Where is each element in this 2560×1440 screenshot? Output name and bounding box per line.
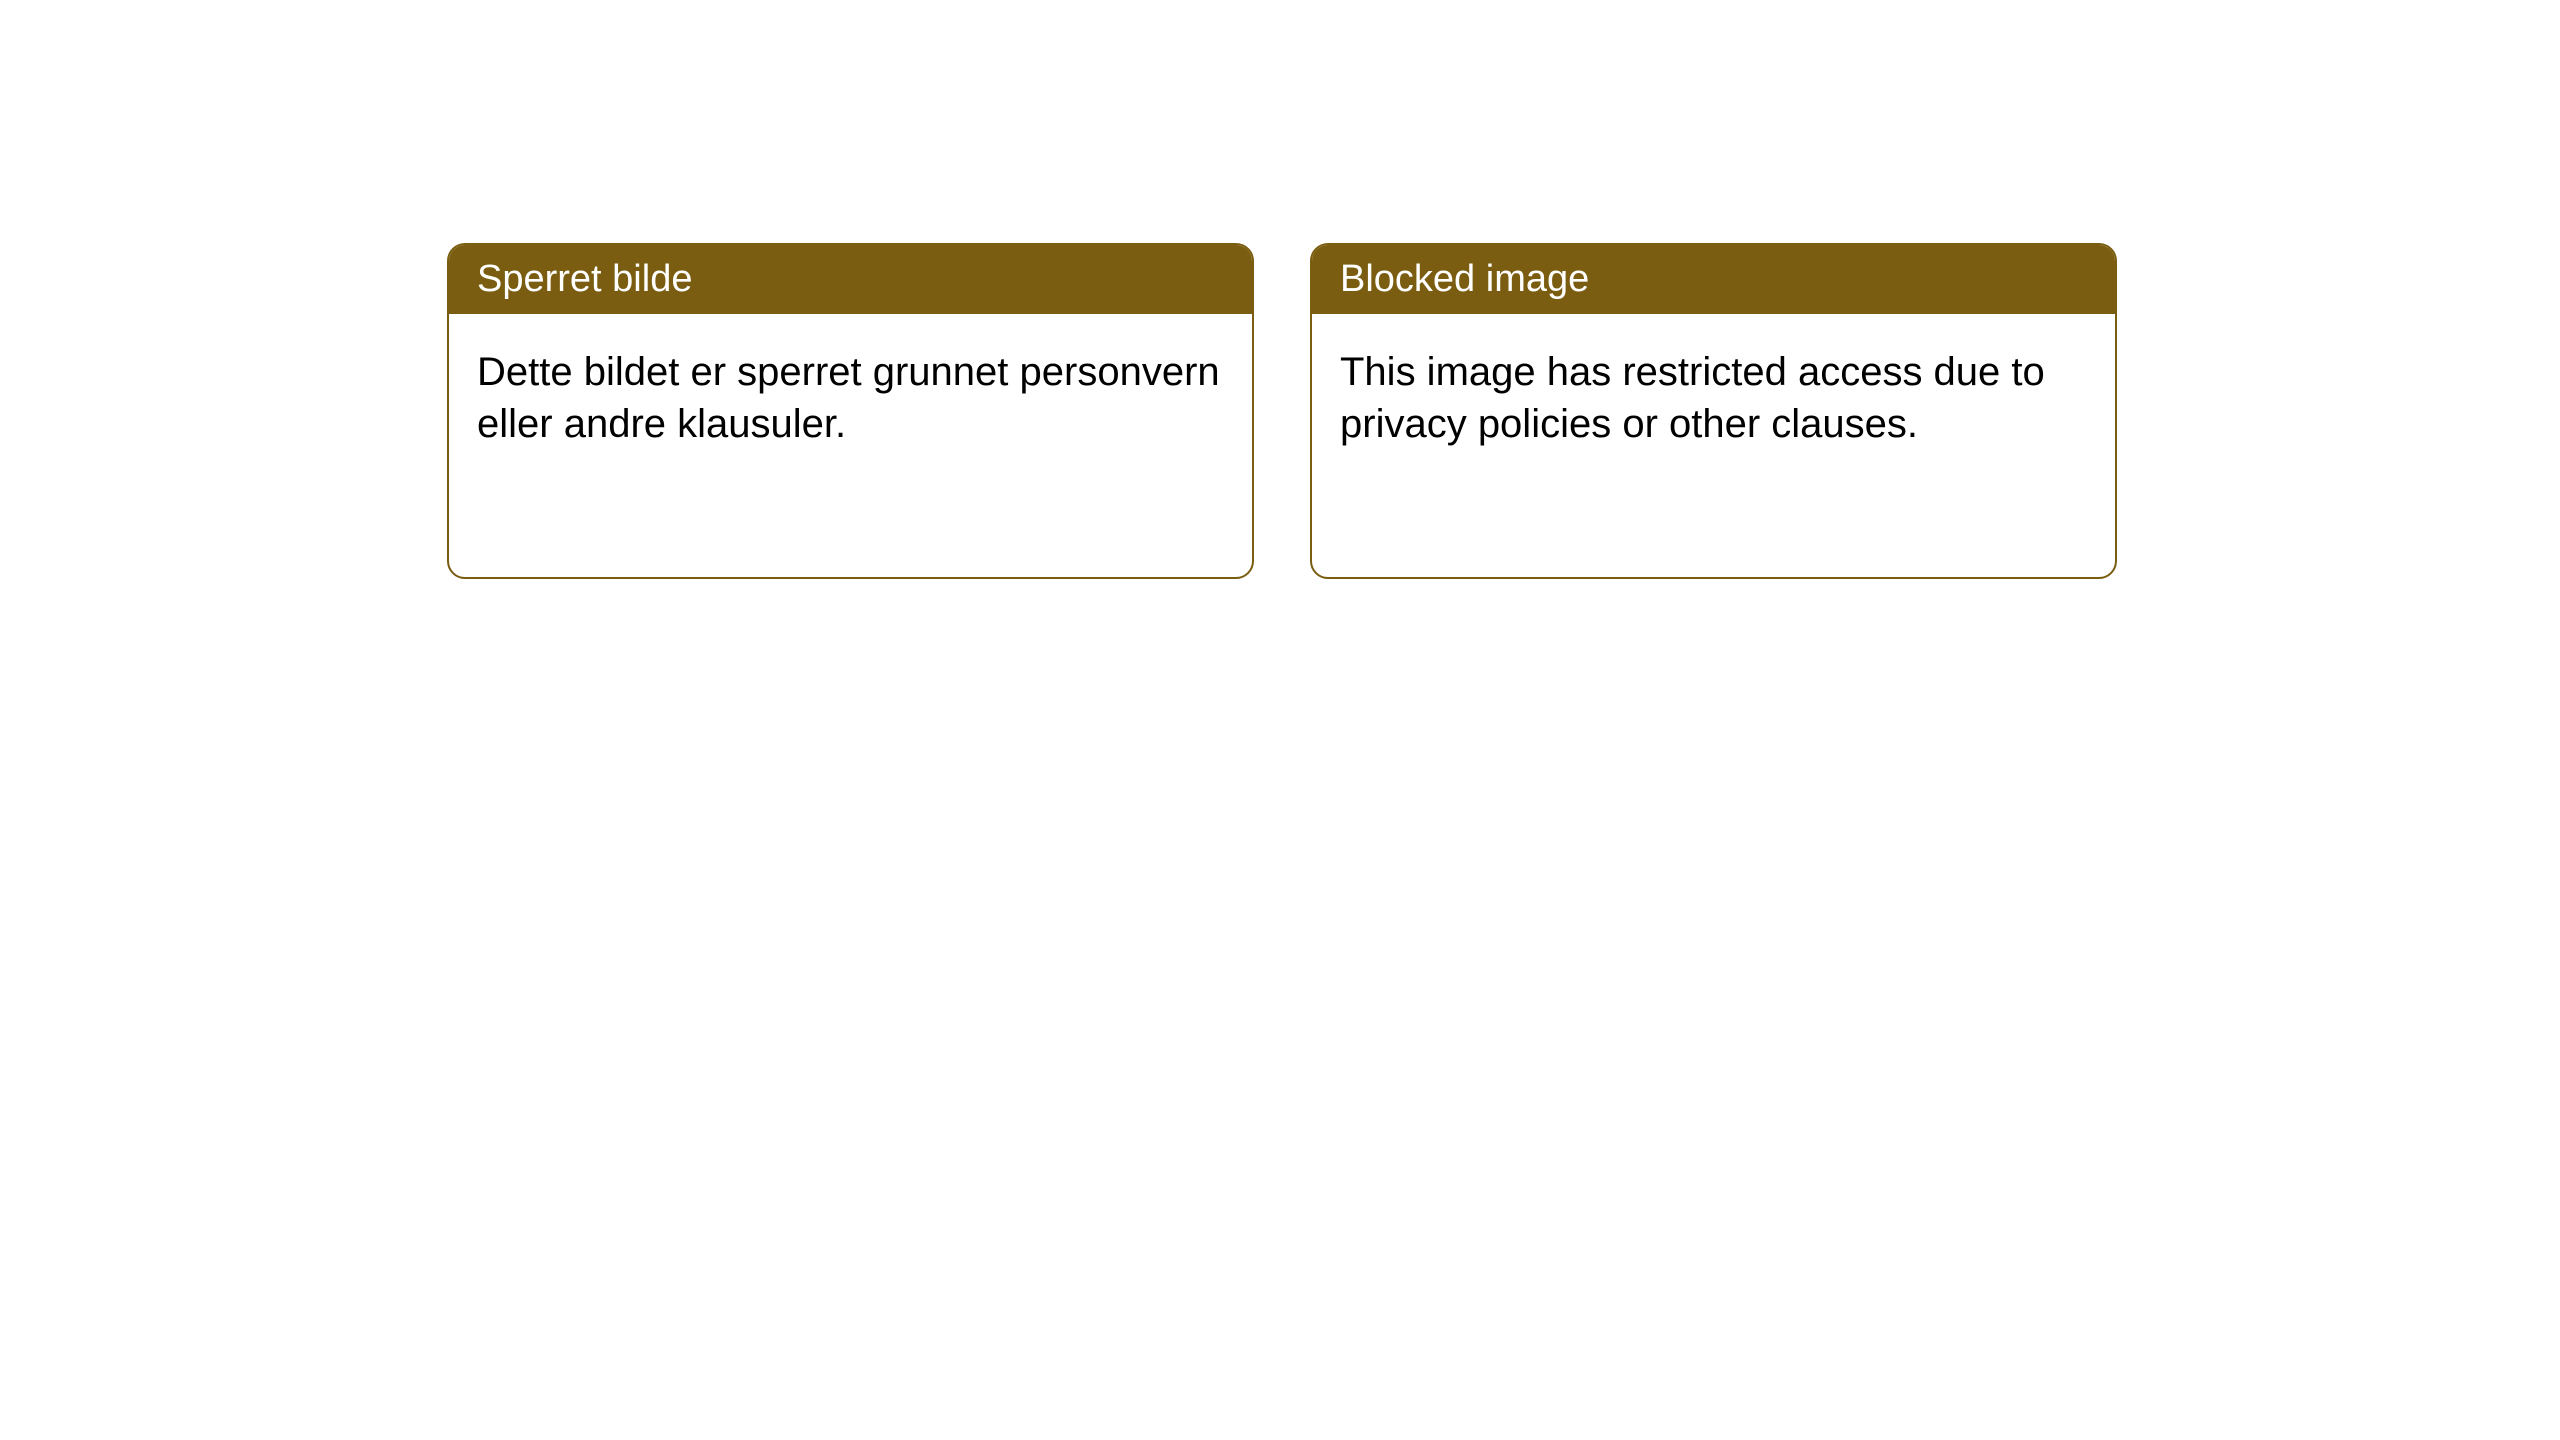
notice-box-norwegian: Sperret bilde Dette bildet er sperret gr… bbox=[447, 243, 1254, 579]
notice-header: Sperret bilde bbox=[449, 245, 1252, 314]
notice-container: Sperret bilde Dette bildet er sperret gr… bbox=[447, 243, 2117, 579]
notice-body: Dette bildet er sperret grunnet personve… bbox=[449, 314, 1252, 482]
notice-header: Blocked image bbox=[1312, 245, 2115, 314]
notice-box-english: Blocked image This image has restricted … bbox=[1310, 243, 2117, 579]
notice-body: This image has restricted access due to … bbox=[1312, 314, 2115, 482]
